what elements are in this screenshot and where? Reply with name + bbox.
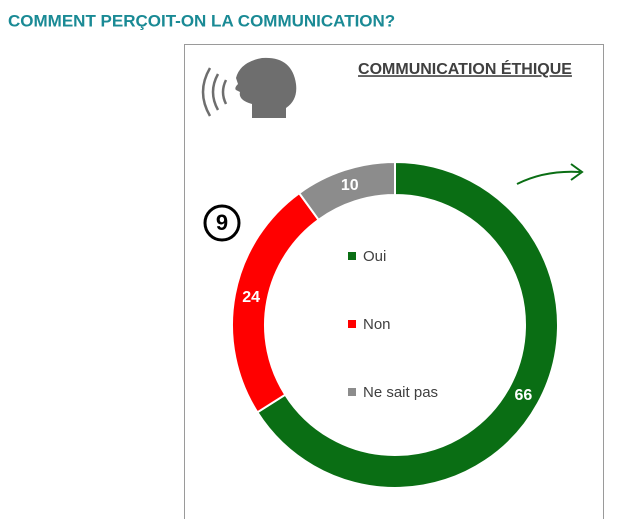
trend-arrow	[516, 170, 581, 185]
legend-label: Oui	[363, 248, 386, 265]
badge-number: 9	[216, 210, 228, 235]
donut-segment	[255, 160, 559, 489]
legend-swatch	[348, 320, 356, 328]
value-label: 66	[514, 387, 532, 404]
donut-segment	[297, 160, 396, 222]
value-label: 10	[341, 177, 359, 194]
speaking-head-icon	[201, 57, 297, 118]
legend-swatch	[348, 388, 356, 396]
legend-swatch	[348, 252, 356, 260]
badge-circle	[203, 204, 241, 242]
legend-label: Non	[363, 316, 391, 333]
legend-label: Ne sait pas	[363, 384, 438, 401]
trend-arrow-head	[570, 163, 584, 181]
page-title: COMMENT PERÇOIT-ON LA COMMUNICATION?	[8, 11, 395, 30]
chart-title: COMMUNICATION ÉTHIQUE	[358, 59, 572, 78]
value-label: 24	[242, 289, 260, 306]
donut: 66 24 10 Oui Non Ne sait pas	[231, 160, 559, 489]
